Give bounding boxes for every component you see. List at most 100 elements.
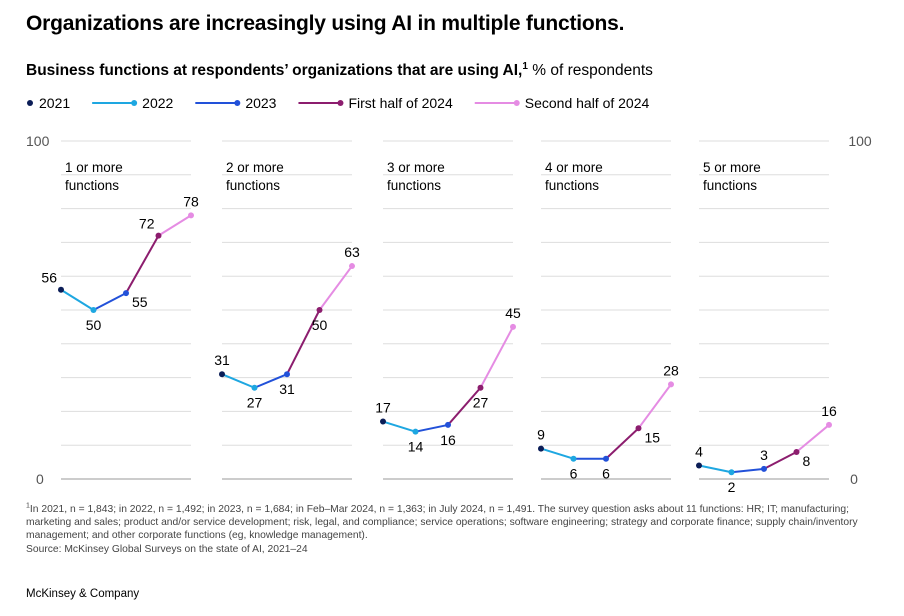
panel-label-4-line-1: 4 or more [545,160,603,175]
legend-marker-second-half-of-2024 [513,100,520,106]
line-segment-panel-3-1 [382,420,416,433]
data-point-panel-3-1 [380,418,386,425]
line-segment-panel-5-4 [795,424,830,453]
data-label-panel-5-4: 8 [803,453,811,469]
panel-label-3-line-1: 3 or more [387,160,445,175]
line-segment-panel-1-3 [125,235,160,294]
data-label-panel-1-2: 50 [86,317,102,333]
panel-label-4-line-2: functions [545,178,599,193]
panel-label-2-line-2: functions [226,178,280,193]
line-segment-panel-3-3 [447,387,482,426]
data-label-panel-2-4: 50 [312,317,328,333]
data-point-panel-2-2 [251,384,258,391]
panel-label-2-line-1: 2 or more [226,160,284,175]
data-label-panel-5-5: 16 [821,403,837,419]
data-label-panel-2-2: 27 [247,395,263,411]
data-label-panel-4-3: 6 [602,466,610,482]
brand-logo: McKinsey & Company [26,588,140,600]
data-point-panel-5-5 [826,421,832,428]
data-point-panel-4-5 [668,381,674,388]
subtitle-bold: Business functions at respondents’ organ… [26,62,523,79]
data-point-panel-1-5 [188,212,194,219]
data-point-panel-5-1 [696,462,702,469]
line-segment-panel-4-1 [540,447,574,460]
data-label-panel-1-1: 56 [41,270,57,286]
data-point-panel-1-4 [155,232,162,239]
data-label-panel-1-4: 72 [139,216,155,232]
line-segment-panel-2-1 [221,373,255,389]
legend-marker-2022 [131,100,138,106]
data-label-panel-5-1: 4 [695,443,703,459]
line-segment-panel-2-3 [286,309,321,375]
panel-label-5-line-2: functions [703,178,757,193]
legend-marker-first-half-of-2024 [337,100,344,106]
panel-label-5-line-1: 5 or more [703,160,761,175]
data-label-panel-3-2: 14 [408,439,424,455]
data-point-panel-2-4 [316,307,323,313]
y-axis-label-0-left: 0 [36,471,44,487]
data-point-panel-2-3 [284,371,290,378]
subtitle-unit: % of respondents [532,62,653,79]
headline: Organizations are increasingly using AI … [26,12,625,35]
subtitle-footnote-mark: 1 [522,60,528,72]
y-axis-label-100-left: 100 [26,133,50,149]
footnote: 1In 2021, n = 1,843; in 2022, n = 1,492;… [26,503,876,543]
source: Source: McKinsey Global Surveys on the s… [26,544,308,555]
data-label-panel-2-3: 31 [279,381,295,397]
subtitle: Business functions at respondents’ organ… [26,60,653,80]
line-segment-panel-5-1 [698,464,732,474]
data-point-panel-3-3 [445,421,451,428]
data-label-panel-2-1: 31 [214,352,230,368]
data-label-panel-5-3: 3 [760,447,768,463]
data-point-panel-3-4 [477,384,484,391]
panel-label-1-line-2: functions [65,178,119,193]
data-label-panel-1-3: 55 [132,294,148,310]
data-point-panel-1-1 [58,286,64,293]
line-segment-panel-1-2 [93,292,127,311]
data-point-panel-2-5 [349,263,355,270]
footnote-mark: 1 [26,502,30,510]
data-point-panel-5-2 [728,469,735,476]
data-point-panel-3-2 [412,428,419,435]
data-label-panel-3-4: 27 [473,395,489,411]
data-point-panel-2-1 [219,371,225,378]
data-label-panel-5-2: 2 [728,479,736,495]
legend-label-2023: 2023 [245,95,276,111]
data-label-panel-2-5: 63 [344,244,360,260]
line-segment-panel-2-4 [318,265,353,311]
line-segment-panel-3-4 [479,326,514,389]
data-label-panel-4-4: 15 [645,429,661,445]
data-point-panel-1-2 [90,307,97,313]
data-label-panel-3-5: 45 [505,305,521,321]
chart: 2021 2022 2023 First half of 2024 Second hal… [26,95,872,495]
line-segment-panel-2-2 [254,373,288,389]
data-point-panel-5-3 [761,465,767,472]
y-axis-label-0-right: 0 [850,471,858,487]
data-point-panel-4-3 [603,455,609,462]
legend-label-2022: 2022 [142,95,173,111]
line-segment-panel-5-3 [763,451,797,470]
line-segment-panel-1-1 [60,288,95,311]
legend-marker-2023 [234,100,241,106]
footnote-text: In 2021, n = 1,843; in 2022, n = 1,492; … [26,504,858,542]
legend-label-first-half-of-2024: First half of 2024 [348,95,452,111]
data-point-panel-3-5 [510,323,516,330]
line-segment-panel-5-2 [731,467,765,474]
panel-label-1-line-1: 1 or more [65,160,123,175]
data-label-panel-3-1: 17 [375,400,391,416]
line-segment-panel-4-4 [637,383,672,429]
data-label-panel-4-2: 6 [570,466,578,482]
data-label-panel-4-5: 28 [663,362,679,378]
legend-marker-2021 [27,100,33,106]
data-point-panel-4-2 [570,455,577,462]
data-point-panel-4-4 [635,425,642,432]
legend-label-2021: 2021 [39,95,70,111]
data-label-panel-4-1: 9 [537,427,545,443]
y-axis-label-100-right: 100 [848,133,872,149]
data-point-panel-5-4 [793,448,800,455]
legend-label-second-half-of-2024: Second half of 2024 [525,95,650,111]
line-segment-panel-3-2 [415,423,449,433]
data-label-panel-1-5: 78 [183,193,199,209]
panel-label-3-line-2: functions [387,178,441,193]
data-point-panel-4-1 [538,445,544,452]
